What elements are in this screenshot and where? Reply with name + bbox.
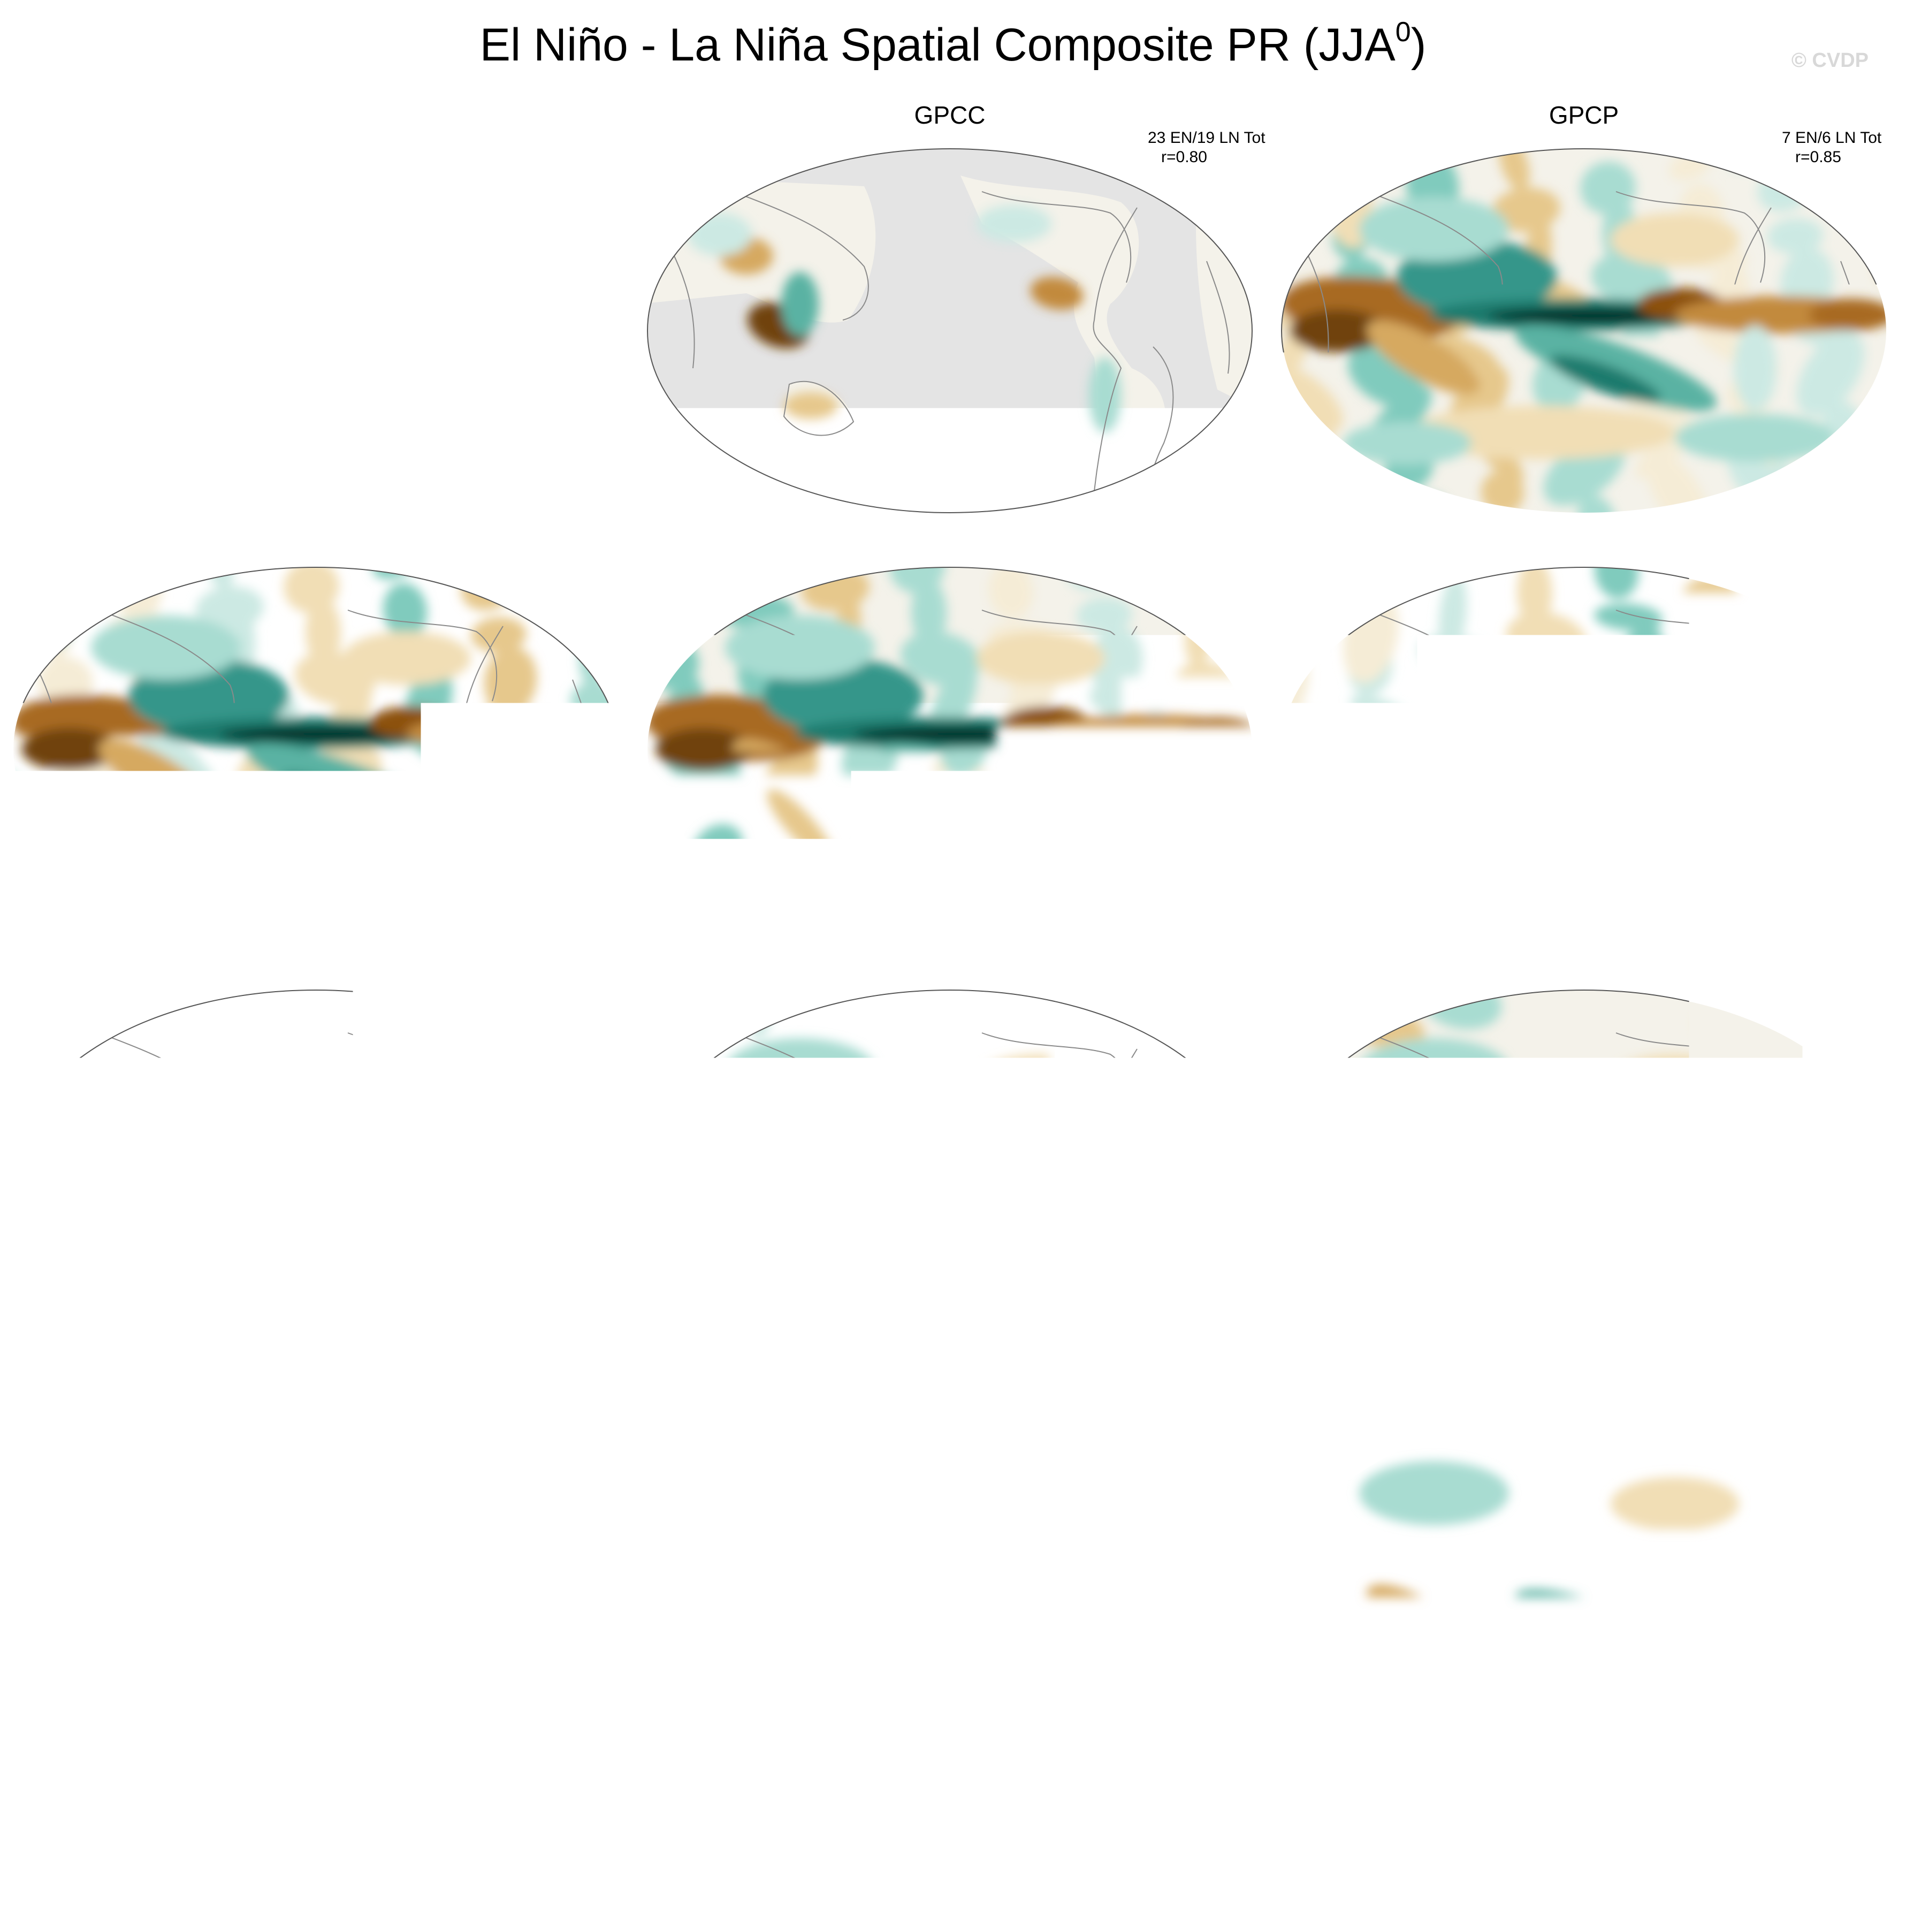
precip-map <box>5 1408 626 1782</box>
colorbar-swatch <box>1018 1813 1082 1843</box>
colorbar-swatch <box>694 1813 759 1843</box>
colorbar-swatch <box>824 1813 888 1843</box>
panel-alpha06b-147: CESM3-alpha06b BLT1850 147 49-148 17 EN/… <box>1274 519 1894 937</box>
panel-alpha06e-155: CESM3-alpha06e BLT1850 155 29-128 12 EN/… <box>639 519 1260 937</box>
colorbar-swatch <box>1147 1813 1212 1843</box>
panel-title: CESM3-alpha06e BLT1850 156 <box>5 519 626 548</box>
colorbar-tick-label: .5 <box>1134 1845 1160 1880</box>
precip-map <box>639 562 1260 937</box>
panel-title: CESM3-alpha06e BLT1850 155 <box>639 519 1260 548</box>
panel-gpcp: GPCP 7 EN/6 LN Tot r=0.85 <box>1274 101 1894 518</box>
colorbar-swatch <box>953 1813 1018 1843</box>
colorbar-swatch <box>306 1813 371 1843</box>
colorbar-tick-label: -.25 <box>797 1845 850 1880</box>
precip-map <box>639 985 1260 1359</box>
panel-title: GPCC <box>639 101 1260 130</box>
panel-picontrol-b: CESM2 piControl B 1200-1299 17 EN/16 LN … <box>639 1365 1260 1782</box>
precip-map <box>639 1408 1260 1782</box>
panel-title: CESM2 piControl B <box>639 1365 1260 1394</box>
panel-beta02-104: CESM3-beta02 BLT1850 104 9-108 14 EN/11 … <box>639 942 1260 1359</box>
figure-title: El Niño - La Niña Spatial Composite PR (… <box>0 16 1906 72</box>
colorbar-swatch <box>500 1813 565 1843</box>
colorbar-swatch <box>1082 1813 1147 1843</box>
panel-title: CESM2 piControl C <box>5 1365 626 1394</box>
colorbar-tick-label: -1 <box>616 1845 644 1880</box>
colorbar-swatch <box>1341 1813 1406 1843</box>
colorbar-swatch <box>630 1813 695 1843</box>
panel-title: CESM3-beta02 BLT1850 104 <box>639 942 1260 971</box>
colorbar-tick-label: 1 <box>1268 1845 1285 1880</box>
colorbar-tick-label: -.75 <box>667 1845 721 1880</box>
colorbar-swatch <box>1406 1813 1470 1843</box>
colorbar-swatch <box>1277 1813 1341 1843</box>
colorbar-tick-label: 0 <box>944 1845 962 1880</box>
colorbar-swatch <box>1535 1813 1600 1843</box>
colorbar-tick-label: -.5 <box>741 1845 777 1880</box>
colorbar-swatch <box>371 1813 436 1843</box>
panel-picontrol-d: CESM2 piControl D 1600-1699 16 EN/18 LN … <box>1274 942 1894 1359</box>
precip-map <box>639 143 1260 518</box>
precip-map <box>1274 985 1894 1359</box>
panel-title: CESM3-alpha06b BLT1850 147 <box>1274 519 1894 548</box>
colorbar-tick-label: 4 <box>1462 1845 1479 1880</box>
colorbar-tick-label: -2 <box>551 1845 579 1880</box>
precip-map <box>5 562 626 937</box>
panel-beta04-121: CESM3-beta04 BLT1850 121 101-200 16 EN/1… <box>5 942 626 1359</box>
colorbar-unit: mm/day <box>896 1882 1010 1918</box>
panel-alpha06e-156: CESM3-alpha06e BLT1850 156 29-128 12 EN/… <box>5 519 626 937</box>
colorbar-tick-label: .1 <box>1005 1845 1031 1880</box>
panel-picontrol-c: CESM2 piControl C 1400-1499 17 EN/20 LN … <box>5 1365 626 1782</box>
colorbar-swatch <box>759 1813 824 1843</box>
cvdp-watermark: © CVDP <box>1791 49 1869 72</box>
precip-map <box>1274 143 1894 518</box>
colorbar-tick-label: 5 <box>1527 1845 1544 1880</box>
colorbar-swatch <box>1212 1813 1277 1843</box>
colorbar-swatch <box>888 1813 953 1843</box>
colorbar-tick-label: 2 <box>1332 1845 1350 1880</box>
colorbar-tick-label: -4 <box>422 1845 449 1880</box>
colorbar-tick-label: -.1 <box>870 1845 906 1880</box>
precip-map <box>5 985 626 1359</box>
colorbar-tick-label: .25 <box>1061 1845 1104 1880</box>
colorbar-tick-label: -5 <box>357 1845 385 1880</box>
precip-map <box>1274 1408 1894 1782</box>
panel-title: GPCP <box>1274 101 1894 130</box>
colorbar-tick-label: 3 <box>1397 1845 1414 1880</box>
colorbar-swatch <box>565 1813 630 1843</box>
panel-picontrol-a: CESM2 piControl A 1000-1099 16 EN/15 LN … <box>1274 1365 1894 1782</box>
precip-map <box>1274 562 1894 937</box>
panel-title: CESM2 piControl A <box>1274 1365 1894 1394</box>
colorbar-swatch <box>436 1813 500 1843</box>
panel-title: CESM3-beta04 BLT1850 121 <box>5 942 626 971</box>
colorbar-swatch <box>1470 1813 1535 1843</box>
colorbar-tick-label: -3 <box>486 1845 514 1880</box>
panel-title: CESM2 piControl D <box>1274 942 1894 971</box>
panel-gpcc: GPCC 23 EN/19 LN Tot r=0.80 <box>639 101 1260 518</box>
colorbar-tick-label: .75 <box>1190 1845 1233 1880</box>
